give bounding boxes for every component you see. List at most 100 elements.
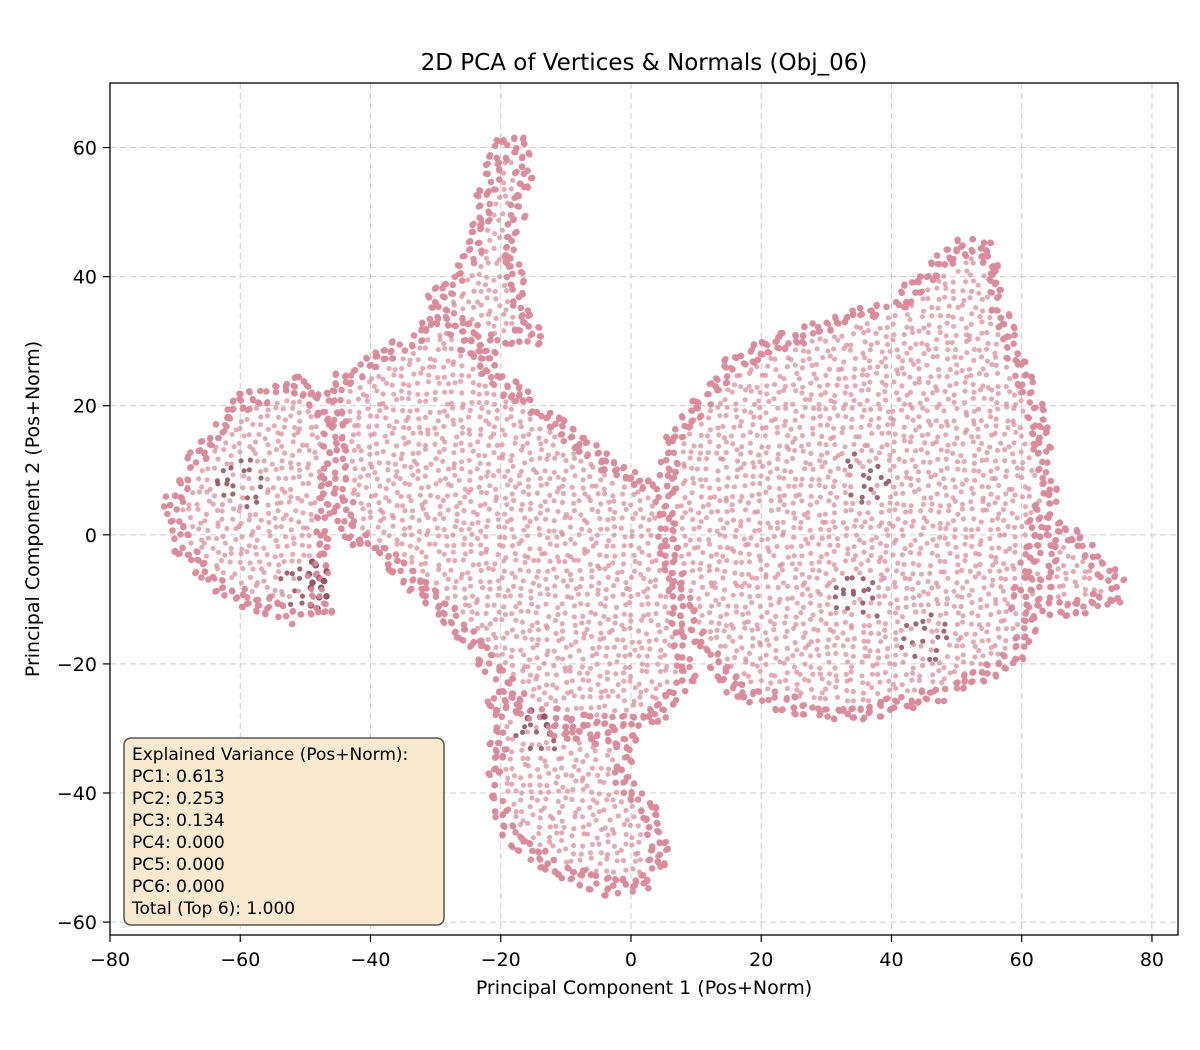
- scatter-point: [275, 613, 282, 620]
- scatter-point: [510, 302, 517, 309]
- scatter-point: [627, 795, 634, 802]
- scatter-point: [878, 713, 885, 720]
- scatter-point: [552, 583, 558, 589]
- scatter-point: [724, 520, 730, 526]
- scatter-point: [376, 500, 382, 506]
- scatter-point: [496, 217, 502, 223]
- scatter-point: [1007, 546, 1013, 552]
- scatter-point: [453, 578, 459, 585]
- scatter-point: [794, 687, 800, 693]
- scatter-point: [969, 506, 975, 512]
- scatter-point: [806, 349, 812, 355]
- scatter-point: [942, 621, 948, 627]
- scatter-point: [203, 511, 210, 517]
- scatter-point: [249, 395, 256, 402]
- scatter-point: [386, 498, 392, 504]
- scatter-point: [978, 661, 984, 667]
- scatter-point: [802, 630, 808, 636]
- scatter-point: [445, 507, 451, 513]
- scatter-point: [536, 526, 542, 532]
- scatter-point: [704, 433, 711, 439]
- scatter-point: [918, 508, 924, 514]
- scatter-point: [929, 304, 935, 310]
- scatter-point: [346, 399, 352, 405]
- scatter-point: [1047, 477, 1055, 485]
- scatter-point: [628, 612, 634, 618]
- scatter-point: [998, 314, 1005, 321]
- scatter-point: [984, 329, 990, 336]
- scatter-point: [516, 473, 522, 479]
- scatter-point: [199, 561, 206, 568]
- scatter-point: [748, 535, 754, 541]
- scatter-point: [281, 559, 287, 565]
- scatter-point: [224, 461, 230, 467]
- scatter-point: [979, 483, 985, 490]
- scatter-point: [1045, 524, 1052, 531]
- scatter-point: [323, 460, 330, 467]
- scatter-point: [572, 622, 578, 629]
- scatter-point: [656, 471, 664, 479]
- scatter-point: [884, 324, 891, 330]
- scatter-point: [1070, 569, 1076, 575]
- scatter-point: [535, 557, 542, 564]
- scatter-point: [519, 311, 526, 318]
- scatter-point: [943, 456, 949, 462]
- scatter-point: [901, 371, 907, 377]
- scatter-point: [1033, 501, 1040, 508]
- scatter-point: [293, 508, 299, 514]
- scatter-point: [984, 450, 990, 456]
- scatter-point: [555, 605, 561, 611]
- scatter-point: [992, 458, 999, 464]
- scatter-point: [512, 440, 518, 446]
- scatter-point: [952, 534, 958, 540]
- scatter-point: [493, 616, 499, 623]
- scatter-point: [292, 588, 298, 594]
- scatter-point: [875, 424, 882, 430]
- scatter-point: [508, 477, 514, 483]
- scatter-point: [928, 474, 934, 480]
- scatter-point: [995, 651, 1001, 657]
- scatter-point: [771, 534, 778, 540]
- scatter-point: [947, 367, 953, 373]
- scatter-point: [1028, 389, 1035, 396]
- scatter-point: [309, 432, 315, 438]
- scatter-point: [827, 326, 834, 333]
- scatter-point: [920, 525, 927, 531]
- scatter-point: [705, 501, 712, 508]
- scatter-point: [492, 676, 500, 683]
- scatter-point: [339, 485, 346, 493]
- scatter-point: [739, 444, 745, 450]
- scatter-point: [578, 601, 584, 607]
- scatter-point: [967, 568, 973, 575]
- scatter-point: [228, 550, 234, 557]
- scatter-point: [528, 500, 534, 506]
- scatter-point: [951, 603, 957, 609]
- scatter-point: [970, 639, 977, 645]
- scatter-point: [605, 693, 612, 699]
- scatter-point: [493, 644, 499, 650]
- scatter-point: [289, 607, 296, 614]
- scatter-point: [559, 499, 566, 505]
- scatter-point: [517, 600, 523, 606]
- scatter-point: [809, 362, 815, 368]
- scatter-point: [909, 457, 915, 463]
- scatter-point: [410, 332, 418, 339]
- scatter-point: [941, 685, 949, 693]
- scatter-point: [861, 629, 867, 636]
- scatter-point: [915, 477, 921, 483]
- scatter-point: [807, 396, 813, 403]
- scatter-point: [883, 527, 890, 533]
- scatter-point: [635, 591, 641, 598]
- scatter-point: [957, 244, 964, 251]
- scatter-point: [865, 510, 871, 516]
- scatter-point: [814, 499, 820, 505]
- scatter-point: [435, 374, 441, 381]
- scatter-point: [622, 534, 628, 540]
- scatter-point: [903, 304, 909, 311]
- scatter-point: [511, 422, 517, 428]
- scatter-point: [587, 561, 594, 567]
- scatter-point: [824, 551, 830, 557]
- scatter-point: [944, 356, 951, 362]
- scatter-point: [698, 519, 704, 525]
